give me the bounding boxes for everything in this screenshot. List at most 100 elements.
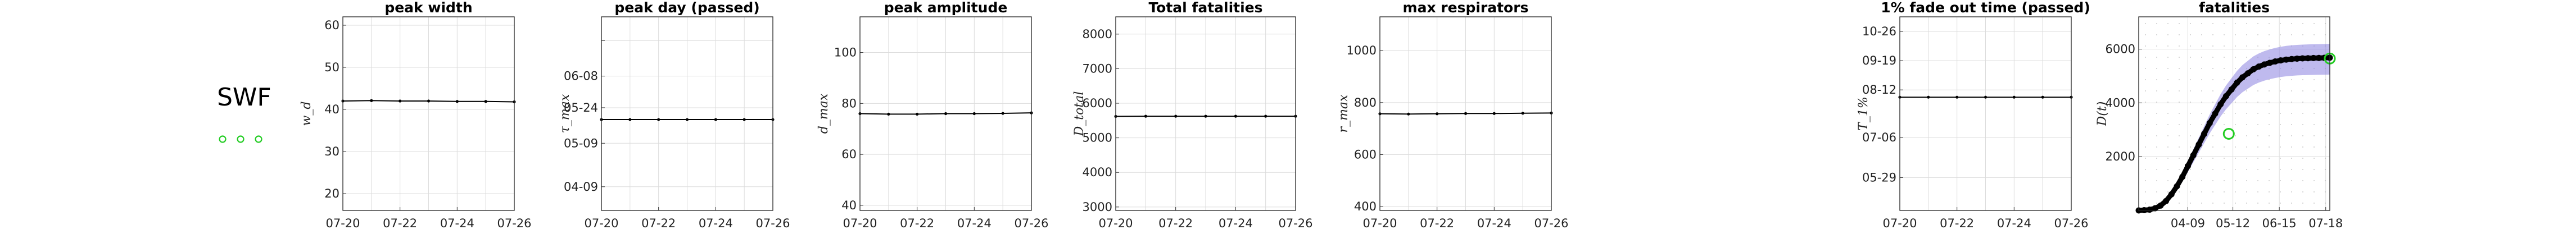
- x-tick-label: 07-20: [1882, 217, 1917, 230]
- background-dot: [2190, 23, 2191, 24]
- data-point: [2222, 93, 2229, 99]
- background-dot: [2269, 113, 2270, 114]
- background-dot: [2235, 102, 2236, 103]
- background-dot: [2190, 146, 2191, 148]
- panel-5: max respirators 400 600 800 1000 07-20 07-22 07…: [1337, 0, 1569, 230]
- background-dot: [2257, 180, 2258, 181]
- data-point: [2206, 120, 2213, 126]
- x-tick-label: 06-15: [2262, 217, 2297, 230]
- axes-box: [859, 16, 1032, 211]
- background-dot: [2257, 169, 2258, 170]
- background-dot: [2314, 180, 2315, 181]
- background-dot: [2145, 102, 2146, 103]
- data-point: [370, 99, 373, 102]
- background-dot: [2269, 203, 2270, 204]
- y-tick-label: 600: [1354, 148, 1377, 161]
- background-dot: [2291, 23, 2292, 24]
- background-dot: [2291, 191, 2292, 192]
- row-label: SWF: [217, 83, 271, 112]
- background-dot: [2179, 102, 2180, 103]
- background-dot: [2325, 102, 2326, 103]
- x-tick-label: 07-26: [755, 217, 790, 230]
- background-dot: [2145, 23, 2146, 24]
- background-dot: [2190, 57, 2191, 58]
- background-dot: [2246, 102, 2247, 103]
- background-dot: [2156, 68, 2157, 69]
- data-point: [1174, 114, 1178, 118]
- y-tick-label: 60: [841, 148, 857, 161]
- background-dot: [2314, 203, 2315, 204]
- background-dot: [2156, 34, 2157, 35]
- background-dot: [2314, 79, 2315, 80]
- background-dot: [2190, 45, 2191, 47]
- y-axis-label: T_1%: [1857, 97, 1871, 131]
- background-dot: [2235, 57, 2236, 58]
- data-point: [916, 112, 919, 116]
- background-dot: [2257, 113, 2258, 114]
- background-dot: [2167, 135, 2168, 136]
- background-dot: [2224, 57, 2225, 58]
- background-dot: [2212, 23, 2213, 24]
- background-dot: [2269, 191, 2270, 192]
- data-point: [2272, 58, 2279, 65]
- background-dot: [2224, 68, 2225, 69]
- x-tick-label: 07-24: [440, 217, 474, 230]
- background-dot: [2257, 135, 2258, 136]
- y-tick-label: 800: [1354, 96, 1377, 109]
- y-tick-label: 08-12: [1862, 83, 1896, 97]
- x-tick-label: 07-26: [1534, 217, 1568, 230]
- background-dot: [2291, 34, 2292, 35]
- background-dot: [2190, 102, 2191, 103]
- background-dot: [2302, 102, 2303, 103]
- background-dot: [2167, 34, 2168, 35]
- data-point: [1984, 95, 1988, 99]
- x-tick-label: 07-20: [1098, 217, 1133, 230]
- background-dot: [2145, 135, 2146, 136]
- y-axis-label: D_total: [1072, 91, 1086, 137]
- background-dot: [2145, 79, 2146, 80]
- background-dot: [2156, 146, 2157, 148]
- data-point: [2228, 86, 2235, 93]
- background-dot: [2246, 90, 2247, 91]
- background-dot: [2167, 79, 2168, 80]
- x-tick-label: 07-24: [1477, 217, 1511, 230]
- background-dot: [2167, 180, 2168, 181]
- background-dot: [2190, 169, 2191, 170]
- y-tick-label: 05-29: [1862, 171, 1896, 184]
- background-dot: [2314, 90, 2315, 91]
- background-dot: [2302, 169, 2303, 170]
- x-tick-label: 07-20: [843, 217, 877, 230]
- data-point: [2195, 141, 2202, 148]
- background-dot: [2269, 180, 2270, 181]
- data-point: [657, 118, 660, 121]
- data-point: [484, 100, 487, 103]
- background-dot: [2235, 158, 2236, 159]
- background-dot: [2201, 57, 2202, 58]
- background-dot: [2235, 203, 2236, 204]
- background-dot: [2167, 191, 2168, 192]
- x-tick-label: 07-22: [900, 217, 934, 230]
- background-dot: [2325, 169, 2326, 170]
- data-point: [685, 118, 689, 121]
- background-dot: [2325, 180, 2326, 181]
- background-dot: [2269, 135, 2270, 136]
- background-dot: [2269, 146, 2270, 148]
- background-dot: [2190, 90, 2191, 91]
- background-dot: [2269, 34, 2270, 35]
- background-dot: [2156, 79, 2157, 80]
- background-dot: [2167, 124, 2168, 125]
- axes-box: [601, 16, 773, 211]
- background-dot: [2291, 124, 2292, 125]
- legend-marker-2: [255, 135, 262, 143]
- background-dot: [2190, 124, 2191, 125]
- background-dot: [2179, 169, 2180, 170]
- background-dot: [2179, 90, 2180, 91]
- x-tick-label: 07-22: [1158, 217, 1193, 230]
- data-point: [2012, 95, 2016, 99]
- background-dot: [2302, 113, 2303, 114]
- panel-title: fatalities: [2199, 0, 2270, 16]
- data-point: [2256, 63, 2262, 70]
- background-dot: [2212, 169, 2213, 170]
- background-dot: [2302, 90, 2303, 91]
- x-tick-label: 04-09: [2171, 217, 2205, 230]
